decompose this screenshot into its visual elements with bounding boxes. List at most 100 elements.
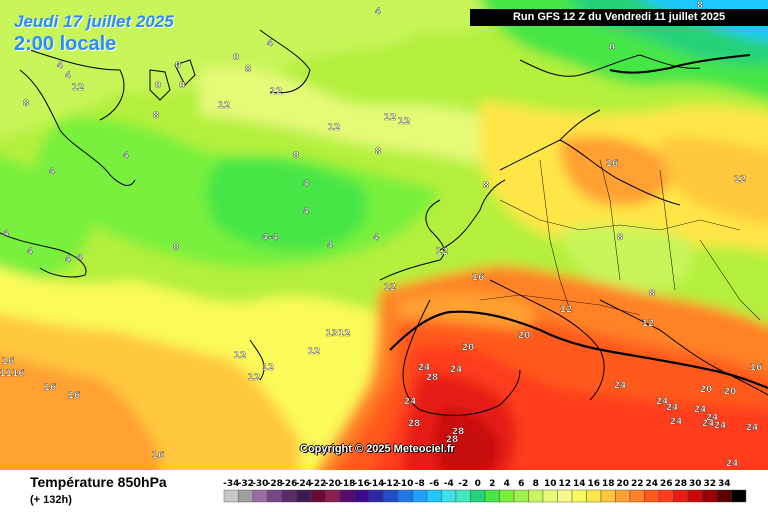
color-scale-label: -2 — [458, 479, 468, 489]
isotherm-label: 20 — [724, 387, 737, 397]
isotherm-label: 20 — [700, 385, 713, 395]
color-scale-swatch — [339, 489, 355, 503]
isotherm-label: 12 — [384, 283, 397, 293]
color-scale-label: 0 — [475, 479, 481, 489]
color-scale-label: 24 — [645, 479, 658, 489]
color-scale-swatch — [571, 489, 587, 503]
color-scale-label: -18 — [339, 479, 355, 489]
isotherm-label: 4 — [373, 233, 379, 243]
color-scale-swatch — [412, 489, 428, 503]
color-scale-swatch — [252, 489, 268, 503]
color-scale-swatch — [397, 489, 413, 503]
color-scale-swatch — [484, 489, 500, 503]
isotherm-label: 8 — [483, 181, 489, 191]
color-scale-label: 14 — [573, 479, 586, 489]
isotherm-label: 0 — [155, 81, 161, 91]
color-scale-label: 8 — [533, 479, 539, 489]
isotherm-label: 12 — [560, 305, 573, 315]
isotherm-label: 12 — [308, 347, 321, 357]
color-scale-swatches — [223, 489, 747, 503]
color-scale-swatch — [702, 489, 718, 503]
airmass-boundary — [389, 310, 768, 390]
isotherm-label: 12 — [398, 117, 411, 127]
color-scale-swatch — [673, 489, 689, 503]
isotherm-label: 28 — [452, 427, 465, 437]
coastlines — [0, 29, 768, 416]
color-scale-label: 20 — [616, 479, 629, 489]
color-scale-label: 16 — [587, 479, 600, 489]
color-scale-label: 10 — [544, 479, 557, 489]
color-scale-swatch — [615, 489, 631, 503]
isotherm-label: 24 — [746, 423, 759, 433]
color-scale-swatch — [586, 489, 602, 503]
isotherm-label: 4 — [327, 241, 333, 251]
isotherm-label: 16 — [68, 391, 81, 401]
color-scale-swatch — [383, 489, 399, 503]
isotherm-label: 16 — [2, 357, 15, 367]
isotherm-label: 4 — [267, 39, 273, 49]
isotherm-label: 12 — [642, 319, 655, 329]
color-scale-swatch — [281, 489, 297, 503]
color-scale-label: -16 — [354, 479, 370, 489]
color-scale-swatch — [629, 489, 645, 503]
color-scale-swatch — [658, 489, 674, 503]
color-scale-label: -24 — [296, 479, 312, 489]
color-scale-swatch — [441, 489, 457, 503]
color-scale-label: -14 — [368, 479, 384, 489]
isotherm-label: 12 — [262, 363, 275, 373]
legend-footer: Température 850hPa (+ 132h) -34 -32 -30 -28… — [0, 470, 768, 512]
isotherm-label: 12 — [384, 113, 397, 123]
color-scale-label: -22 — [310, 479, 326, 489]
isotherm-label: 8 — [375, 147, 381, 157]
color-scale-swatch — [455, 489, 471, 503]
isotherm-label: 8 — [697, 1, 703, 11]
color-scale-label: -10 — [397, 479, 413, 489]
isotherm-label: 20 — [462, 343, 475, 353]
isotherm-label: 16 — [44, 383, 57, 393]
isotherm-label: 4 — [27, 247, 33, 257]
isotherm-label: 8 — [649, 289, 655, 299]
color-scale-label: -20 — [325, 479, 341, 489]
isotherm-label: 24 — [614, 381, 627, 391]
temperature-field — [0, 0, 768, 470]
color-scale-swatch — [354, 489, 370, 503]
color-scale-label: 32 — [703, 479, 716, 489]
isotherm-label: 24 — [694, 405, 707, 415]
isotherm-label: 12 — [734, 175, 747, 185]
color-scale-swatch — [325, 489, 341, 503]
isotherm-label: 4 — [77, 253, 83, 263]
isotherm-label: 4 — [49, 167, 55, 177]
isotherm-label: 16 — [750, 363, 763, 373]
isotherm-label: 16 — [152, 451, 165, 461]
color-scale-swatch — [731, 489, 747, 503]
variable-title: Température 850hPa — [30, 474, 167, 490]
isotherm-label: 12 — [248, 373, 261, 383]
color-scale-swatch — [470, 489, 486, 503]
lead-time: (+ 132h) — [30, 494, 72, 506]
color-scale-label: -12 — [383, 479, 399, 489]
isotherm-label: 4 — [65, 255, 71, 265]
color-scale-swatch — [644, 489, 660, 503]
isotherm-label: 8 — [173, 243, 179, 253]
isotherm-label: 0 — [609, 43, 615, 53]
isotherm-label: 24 — [726, 459, 739, 469]
isotherm-label: 12 — [234, 351, 247, 361]
color-scale-label: 4 — [504, 479, 510, 489]
color-scale-label: 18 — [602, 479, 615, 489]
isotherm-label: 24 — [706, 413, 719, 423]
color-scale-swatch — [368, 489, 384, 503]
isotherm-label: 28 — [446, 435, 459, 445]
isotherm-label: 4 — [3, 229, 9, 239]
isotherm-label: 4 — [65, 71, 71, 81]
color-scale-swatch — [296, 489, 312, 503]
isotherm-label: 12 — [328, 123, 341, 133]
color-scale-swatch — [223, 489, 239, 503]
isotherm-label: 0 — [179, 81, 185, 91]
color-scale-label: -30 — [252, 479, 268, 489]
color-scale-label: 26 — [660, 479, 673, 489]
color-scale-label: 30 — [689, 479, 702, 489]
color-scale-swatch — [542, 489, 558, 503]
color-scale-label: 34 — [718, 479, 731, 489]
